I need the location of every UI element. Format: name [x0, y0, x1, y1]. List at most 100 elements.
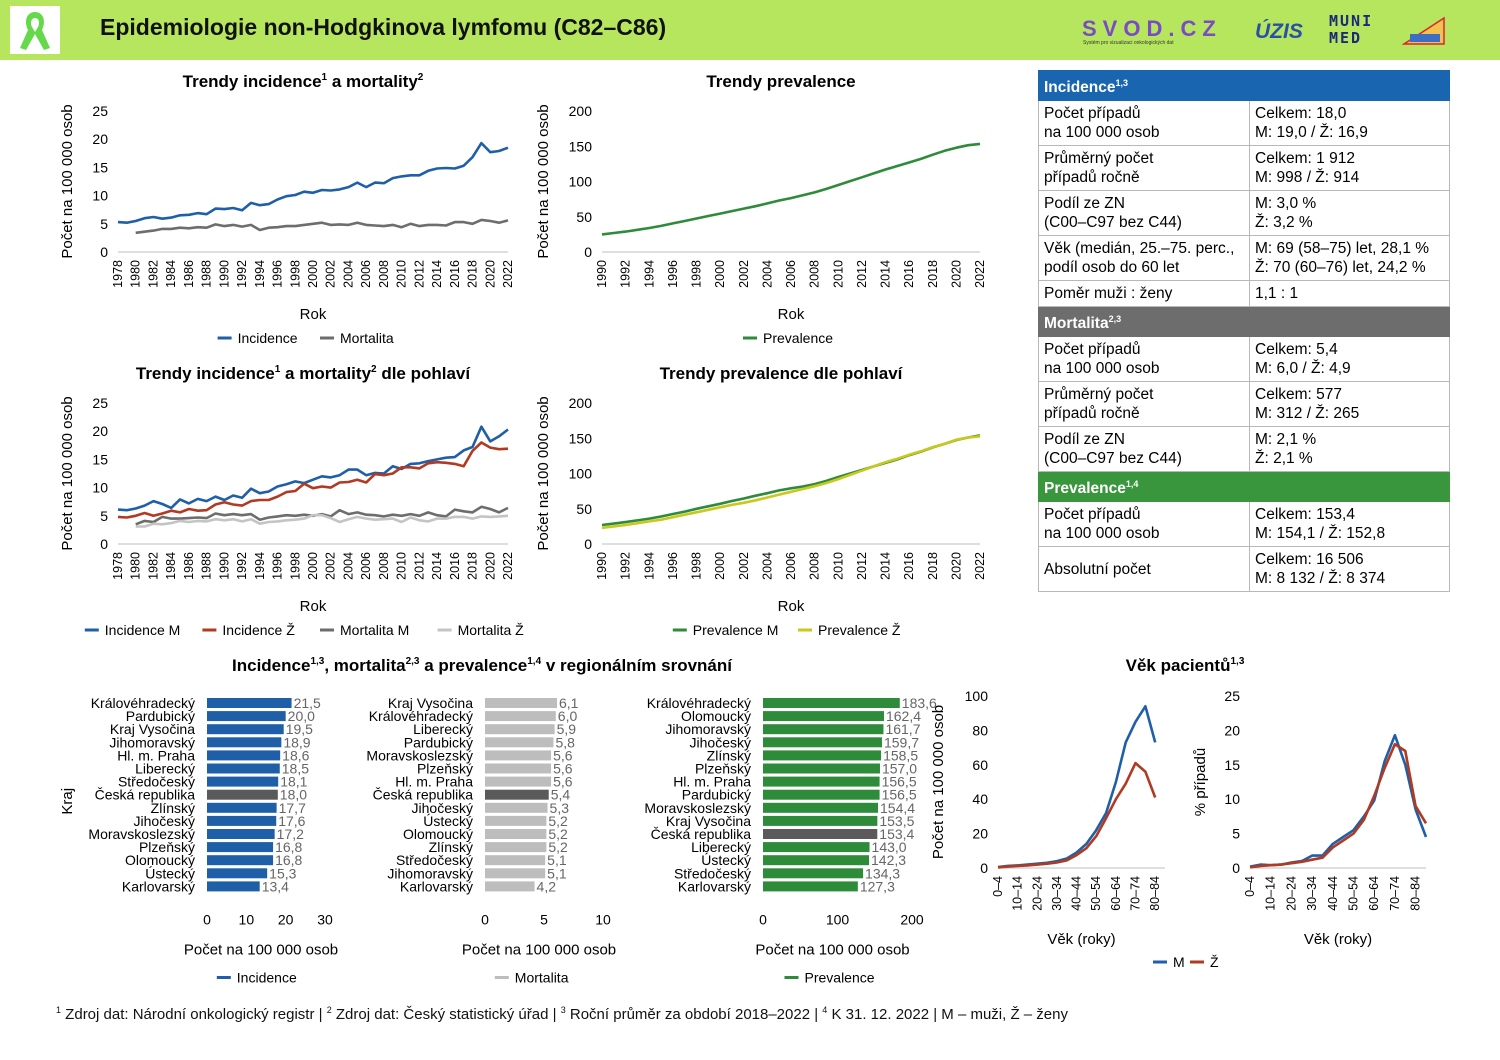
- x-tick-label: 2000: [306, 552, 320, 580]
- bar-4-14: [207, 881, 260, 892]
- x-tick-label: 2018: [466, 260, 480, 288]
- x-tick-label: 2016: [902, 260, 916, 288]
- bar-category-label: Zlínský: [151, 800, 195, 816]
- bar-category-label: Hl. m. Praha: [673, 774, 751, 790]
- chart-title-1: Trendy prevalence: [706, 72, 855, 91]
- y-tick-label: 0: [1232, 860, 1240, 876]
- bar-5-11: [485, 842, 547, 853]
- x-tick-label: 2014: [430, 552, 444, 580]
- uzis-logo: ÚZIS: [1255, 20, 1303, 43]
- table-row-label: Absolutní počet: [1038, 546, 1250, 593]
- x-tick-label: 70–74: [1129, 876, 1143, 911]
- bar-value-label: 5,8: [555, 734, 575, 750]
- x-tick-label: 40–44: [1070, 876, 1084, 911]
- y-axis-label: Počet na 100 000 osob: [535, 396, 552, 550]
- y-axis-label: Počet na 100 000 osob: [59, 396, 76, 550]
- bar-4-1: [207, 711, 286, 722]
- x-tick-label: 100: [826, 912, 850, 928]
- y-tick-label: 200: [569, 103, 593, 119]
- bar-6-12: [763, 855, 870, 866]
- table-row-value: Celkem: 16 506 M: 8 132 / Ž: 8 374: [1249, 546, 1450, 593]
- table-row-value: M: 69 (58–75) let, 28,1 % Ž: 70 (60–76) l…: [1249, 235, 1450, 282]
- bar-category-label: Moravskoslezský: [88, 826, 195, 842]
- bar-4-4: [207, 750, 281, 761]
- y-tick-label: 60: [972, 757, 988, 773]
- bar-value-label: 134,3: [865, 865, 900, 881]
- table-row-label: Počet případů na 100 000 osob: [1038, 336, 1250, 383]
- table-section-title: Mortalita: [1044, 315, 1109, 333]
- bar-5-12: [485, 855, 546, 866]
- bar-value-label: 5,2: [548, 839, 568, 855]
- bar-category-label: Pardubický: [682, 787, 751, 803]
- y-tick-label: 25: [92, 103, 108, 119]
- bar-value-label: 158,5: [883, 747, 918, 763]
- table-row: Poměr muži : ženy 1,1 : 1: [1038, 280, 1450, 308]
- y-tick-label: 20: [92, 423, 108, 439]
- x-tick-label: 2012: [412, 260, 426, 288]
- y-tick-label: 0: [100, 244, 108, 260]
- x-tick-label: 1986: [182, 260, 196, 288]
- bar-category-label: Liberecký: [413, 721, 473, 737]
- y-tick-label: 80: [972, 722, 988, 738]
- bar-value-label: 143,0: [872, 839, 907, 855]
- x-tick-label: 0–4: [1243, 876, 1257, 897]
- x-tick-label: 2010: [831, 552, 845, 580]
- x-tick-label: 2022: [501, 552, 515, 580]
- table-row: Počet případů na 100 000 osob Celkem: 5,4 M…: [1038, 336, 1450, 383]
- x-tick-label: 2018: [926, 260, 940, 288]
- x-axis-label: Rok: [300, 306, 327, 323]
- bar-category-label: Jihomoravský: [109, 734, 195, 750]
- charts-canvas: Trendy incidence1 a mortality2 0 5 10 15 20 25…: [59, 72, 1428, 986]
- regional-section-title: Incidence1,3, mortalita2,3 a prevalence1…: [232, 656, 733, 675]
- svod-logo-subtitle: Systém pro vizualizaci onkologických dat: [1083, 40, 1174, 46]
- x-tick-label: 0: [481, 912, 489, 928]
- x-tick-label: 1992: [619, 260, 633, 288]
- y-tick-label: 40: [972, 791, 988, 807]
- x-tick-label: 2012: [855, 552, 869, 580]
- series-line-prevalence-ž: [601, 435, 981, 530]
- muni-logo-top: MUNI: [1329, 12, 1374, 30]
- bar-value-label: 156,5: [882, 774, 917, 790]
- x-tick-label: 1994: [253, 260, 267, 288]
- x-axis-label: Věk (roky): [1047, 931, 1115, 948]
- y-axis-label: Počet na 100 000 osob: [930, 705, 947, 859]
- series-line-incidence-m: [117, 425, 509, 512]
- table-section-mortality: Mortalita2,3: [1038, 306, 1450, 338]
- x-tick-label: 80–84: [1409, 876, 1423, 911]
- x-tick-label: 2000: [713, 260, 727, 288]
- x-tick-label: 2010: [831, 260, 845, 288]
- chart-title-0: Trendy incidence1 a mortality2: [183, 72, 424, 91]
- x-tick-label: 2004: [341, 260, 355, 288]
- x-tick-label: 1984: [164, 260, 178, 288]
- y-tick-label: 5: [100, 508, 108, 524]
- x-tick-label: 60–64: [1109, 876, 1123, 911]
- bar-category-label: Hl. m. Praha: [117, 747, 195, 763]
- bar-4-5: [207, 763, 280, 774]
- x-tick-label: 1998: [288, 260, 302, 288]
- bar-value-label: 5,3: [550, 800, 570, 816]
- x-tick-label: 20: [278, 912, 294, 928]
- bar-category-label: Jihočeský: [690, 734, 751, 750]
- ribbon-logo: [10, 6, 60, 54]
- bar-value-label: 162,4: [886, 708, 921, 724]
- bar-value-label: 5,6: [553, 774, 573, 790]
- x-tick-label: 70–74: [1388, 876, 1402, 911]
- bar-6-4: [763, 750, 882, 761]
- age-legend-f-label: Ž: [1210, 954, 1219, 970]
- series-line-incidence-ž: [117, 441, 509, 519]
- bar-category-label: Zlínský: [707, 747, 751, 763]
- x-tick-label: 0: [759, 912, 767, 928]
- x-tick-label: 1996: [666, 260, 680, 288]
- x-tick-label: 2014: [879, 552, 893, 580]
- x-tick-label: 1986: [182, 552, 196, 580]
- bar-5-2: [485, 724, 555, 735]
- bar-4-8: [207, 802, 277, 813]
- x-tick-label: 2020: [949, 260, 963, 288]
- bar-category-label: Česká republika: [95, 787, 196, 803]
- legend-item-label: Mortalita: [340, 330, 394, 346]
- table-row-value: M: 2,1 % Ž: 2,1 %: [1249, 426, 1450, 473]
- bar-value-label: 18,0: [280, 787, 307, 803]
- bar-category-label: Středočeský: [396, 852, 473, 868]
- table-section-title: Incidence: [1044, 79, 1116, 97]
- series-line-prevalence: [601, 142, 981, 236]
